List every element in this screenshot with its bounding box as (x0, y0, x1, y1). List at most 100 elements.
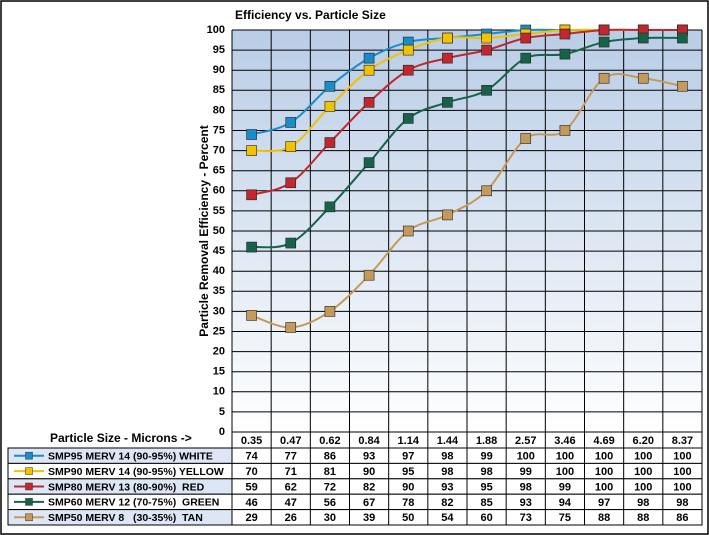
table-value: 93 (441, 481, 453, 493)
table-value: 97 (598, 497, 610, 509)
point-marker (598, 36, 610, 48)
table-value: 77 (285, 451, 297, 463)
table-value: 54 (441, 512, 454, 524)
table-value: 26 (285, 512, 297, 524)
table-value: 85 (480, 497, 492, 509)
point-marker (285, 177, 297, 189)
table-value: 90 (402, 481, 414, 493)
point-marker (363, 64, 375, 76)
point-marker (402, 113, 414, 124)
point-marker (324, 201, 336, 213)
point-marker (246, 310, 257, 321)
point-marker (402, 225, 414, 237)
point-marker (402, 64, 414, 76)
point-marker (363, 157, 375, 168)
table-value: 46 (245, 497, 257, 509)
x-axis-label: Particle Size - Microns -> (50, 431, 192, 445)
point-marker (481, 32, 492, 44)
point-marker (520, 133, 532, 144)
legend-label: SMP50 MERV 8 (30-35%) TAN (48, 512, 203, 524)
point-marker (442, 209, 453, 221)
point-marker (598, 72, 610, 84)
table-value: 100 (634, 466, 652, 478)
point-marker (285, 237, 297, 249)
point-marker (363, 97, 375, 108)
table-value: 47 (285, 497, 297, 509)
legend-label: SMP80 MERV 13 (80-90%) RED (48, 481, 205, 493)
table-value: 82 (441, 497, 453, 509)
table-value: 100 (595, 451, 613, 463)
y-tick-label: 0 (219, 426, 225, 438)
table-value: 100 (634, 451, 652, 463)
legend-label: SMP90 MERV 14 (90-95%) YELLOW (48, 466, 224, 478)
point-marker (363, 52, 375, 64)
table-value: 98 (441, 451, 453, 463)
table-value: 86 (676, 512, 688, 524)
y-tick-label: 5 (219, 406, 225, 418)
point-marker (246, 145, 257, 156)
y-tick-label: 50 (213, 225, 225, 237)
y-axis-label: Particle Removal Efficiency - Percent (197, 125, 211, 336)
y-tick-label: 30 (213, 305, 225, 317)
point-marker (520, 52, 532, 64)
table-value: 100 (673, 466, 691, 478)
table-value: 98 (637, 497, 649, 509)
y-tick-label: 90 (213, 64, 225, 76)
table-value: 67 (363, 497, 375, 509)
legend-swatch-marker (25, 498, 33, 506)
table-value: 73 (520, 512, 532, 524)
y-tick-label: 95 (213, 44, 225, 56)
table-value: 97 (402, 451, 414, 463)
table-value: 95 (480, 481, 492, 493)
table-value: 56 (324, 497, 336, 509)
chart-title: Efficiency vs. Particle Size (235, 8, 386, 22)
legend-swatch-marker (25, 482, 33, 491)
table-value: 62 (285, 481, 297, 493)
table-value: 98 (480, 466, 492, 478)
y-tick-label: 35 (213, 285, 225, 297)
point-marker (559, 48, 571, 60)
y-tick-label: 25 (213, 325, 225, 337)
table-value: 72 (324, 481, 336, 493)
legend-swatch-marker (25, 513, 33, 522)
y-tick-label: 20 (213, 346, 225, 358)
table-value: 100 (673, 481, 691, 493)
point-marker (677, 32, 688, 44)
point-marker (363, 269, 375, 281)
table-value: 98 (520, 481, 532, 493)
y-tick-label: 70 (213, 145, 225, 157)
point-marker (324, 306, 336, 317)
legend-swatch-marker (25, 451, 33, 460)
table-value: 93 (520, 497, 532, 509)
point-marker (481, 85, 492, 96)
y-tick-label: 85 (213, 84, 225, 96)
point-marker (285, 117, 297, 128)
point-marker (559, 125, 571, 136)
x-tick-label: 8.37 (672, 435, 693, 447)
y-tick-label: 10 (213, 386, 225, 398)
table-value: 98 (676, 497, 688, 509)
table-value: 74 (245, 451, 258, 463)
table-value: 94 (559, 497, 572, 509)
table-value: 75 (559, 512, 571, 524)
point-marker (442, 97, 453, 108)
table-value: 90 (363, 466, 375, 478)
table-value: 81 (324, 466, 336, 478)
y-tick-label: 65 (213, 165, 225, 177)
x-tick-label: 3.46 (554, 435, 575, 447)
legend-label: SMP95 MERV 14 (90-95%) WHITE (48, 450, 213, 462)
table-value: 70 (245, 466, 257, 478)
table-value: 99 (480, 451, 492, 463)
x-tick-label: 0.35 (241, 435, 262, 447)
point-marker (598, 24, 610, 36)
table-value: 100 (556, 466, 574, 478)
table-value: 39 (363, 512, 375, 524)
point-marker (246, 129, 257, 140)
x-tick-label: 1.44 (437, 435, 459, 447)
point-marker (246, 241, 257, 253)
legend-label: SMP60 MERV 12 (70-75%) GREEN (48, 497, 219, 509)
x-tick-label: 0.84 (358, 435, 380, 447)
table-value: 95 (402, 466, 414, 478)
